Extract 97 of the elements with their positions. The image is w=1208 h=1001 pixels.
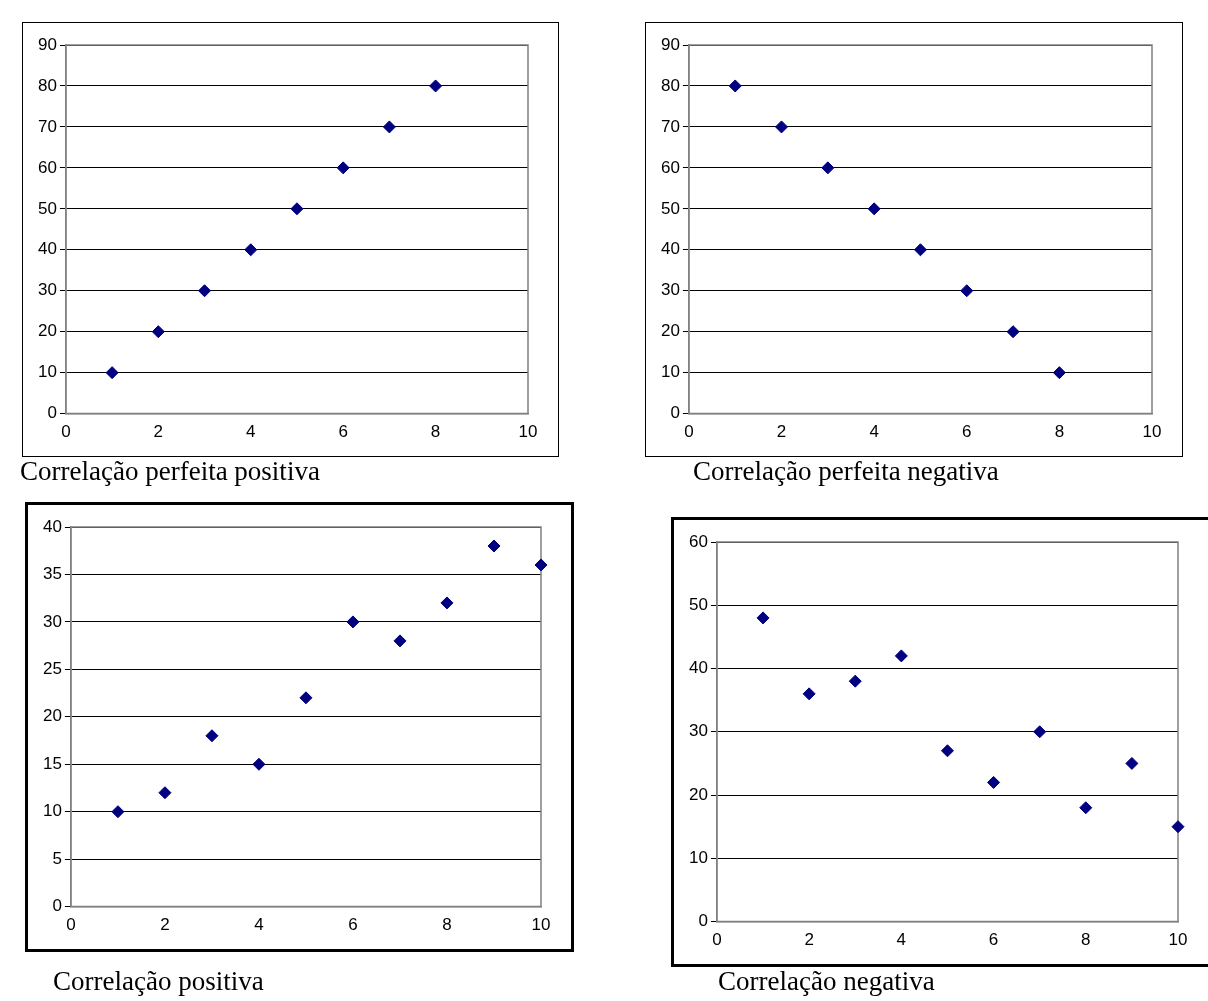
y-tick-label: 30: [660, 280, 680, 300]
x-tick-label: 0: [66, 915, 76, 935]
y-tick-label: 40: [688, 658, 708, 678]
y-tick-label: 15: [42, 753, 62, 773]
y-tick-label: 30: [42, 611, 62, 631]
point: [1171, 820, 1185, 834]
point: [756, 611, 770, 625]
y-tick-label: 90: [37, 34, 57, 54]
y-tick-label: 25: [42, 659, 62, 679]
y-tick-label: 10: [42, 801, 62, 821]
point: [252, 757, 266, 771]
point: [244, 243, 258, 257]
y-tick-label: 40: [37, 239, 57, 259]
x-tick-label: 2: [776, 422, 787, 442]
text: Correlação perfeita positiva: [20, 456, 320, 487]
x-tick-label: 4: [869, 422, 879, 442]
y-tick-label: 30: [37, 280, 57, 300]
x-tick-label: 2: [160, 915, 170, 935]
x-tick-label: 2: [153, 422, 164, 442]
y-tick-label: 50: [37, 198, 57, 218]
y-tick-label: 20: [42, 706, 62, 726]
point: [940, 744, 954, 758]
y-tick-label: 50: [688, 594, 708, 614]
point: [802, 687, 816, 701]
point: [346, 615, 360, 629]
y-tick-label: 50: [660, 198, 680, 218]
y-tick-label: 90: [660, 34, 680, 54]
y-tick-label: 70: [660, 116, 680, 136]
x-tick-label: 6: [988, 930, 999, 950]
y-tick-label: 20: [688, 784, 708, 804]
point: [290, 202, 304, 216]
point: [1006, 325, 1020, 339]
text: Correlação negativa: [718, 966, 935, 997]
y-tick-label: 60: [660, 157, 680, 177]
text: Correlação positiva: [53, 966, 264, 997]
y-tick-label: 80: [660, 75, 680, 95]
x-tick-label: 8: [442, 915, 452, 935]
point: [1052, 366, 1066, 380]
x-tick-label: 10: [1142, 422, 1162, 442]
point: [440, 596, 454, 610]
y-tick-label: 10: [37, 362, 57, 382]
point: [158, 786, 172, 800]
point: [105, 366, 119, 380]
point: [1079, 801, 1093, 815]
x-tick-label: 6: [348, 915, 358, 935]
x-tick-label: 8: [1081, 930, 1091, 950]
y-tick-label: 10: [688, 848, 708, 868]
point: [913, 243, 927, 257]
point: [487, 539, 501, 553]
point: [151, 325, 165, 339]
y-tick-label: 35: [42, 564, 62, 584]
point: [111, 805, 125, 819]
y-tick-label: 40: [660, 239, 680, 259]
y-tick-label: 40: [42, 516, 62, 536]
point: [429, 79, 443, 93]
point: [382, 120, 396, 134]
point: [728, 79, 742, 93]
point: [534, 558, 548, 572]
y-tick-label: 60: [688, 531, 708, 551]
x-tick-label: 4: [896, 930, 907, 950]
x-tick-label: 10: [518, 422, 538, 442]
x-tick-label: 2: [804, 930, 814, 950]
x-tick-label: 4: [246, 422, 256, 442]
y-tick-label: 20: [37, 321, 57, 341]
point: [894, 649, 908, 663]
y-tick-label: 80: [37, 75, 57, 95]
x-tick-label: 8: [430, 422, 441, 442]
point: [198, 284, 212, 298]
point: [867, 202, 881, 216]
point: [299, 691, 313, 705]
y-tick-label: 20: [660, 321, 680, 341]
point: [848, 674, 862, 688]
x-tick-label: 0: [712, 930, 722, 950]
x-tick-label: 10: [531, 915, 551, 935]
y-tick-label: 70: [37, 116, 57, 136]
point: [775, 120, 789, 134]
y-tick-label: 60: [37, 157, 57, 177]
point: [960, 284, 974, 298]
x-tick-label: 4: [254, 915, 264, 935]
point: [1033, 725, 1047, 739]
y-tick-label: 0: [52, 896, 62, 916]
y-tick-label: 10: [660, 362, 680, 382]
point: [987, 775, 1001, 789]
point: [393, 634, 407, 648]
point: [821, 161, 835, 175]
x-tick-label: 10: [1168, 930, 1188, 950]
y-tick-label: 5: [52, 848, 62, 868]
x-tick-label: 6: [962, 422, 972, 442]
y-tick-label: 30: [688, 721, 708, 741]
point: [336, 161, 350, 175]
point: [1125, 756, 1139, 770]
text: Correlação perfeita negativa: [693, 456, 999, 487]
x-tick-label: 8: [1054, 422, 1065, 442]
x-tick-label: 6: [338, 422, 348, 442]
point: [205, 729, 219, 743]
y-tick-label: 0: [670, 403, 680, 423]
y-tick-label: 0: [47, 403, 57, 423]
